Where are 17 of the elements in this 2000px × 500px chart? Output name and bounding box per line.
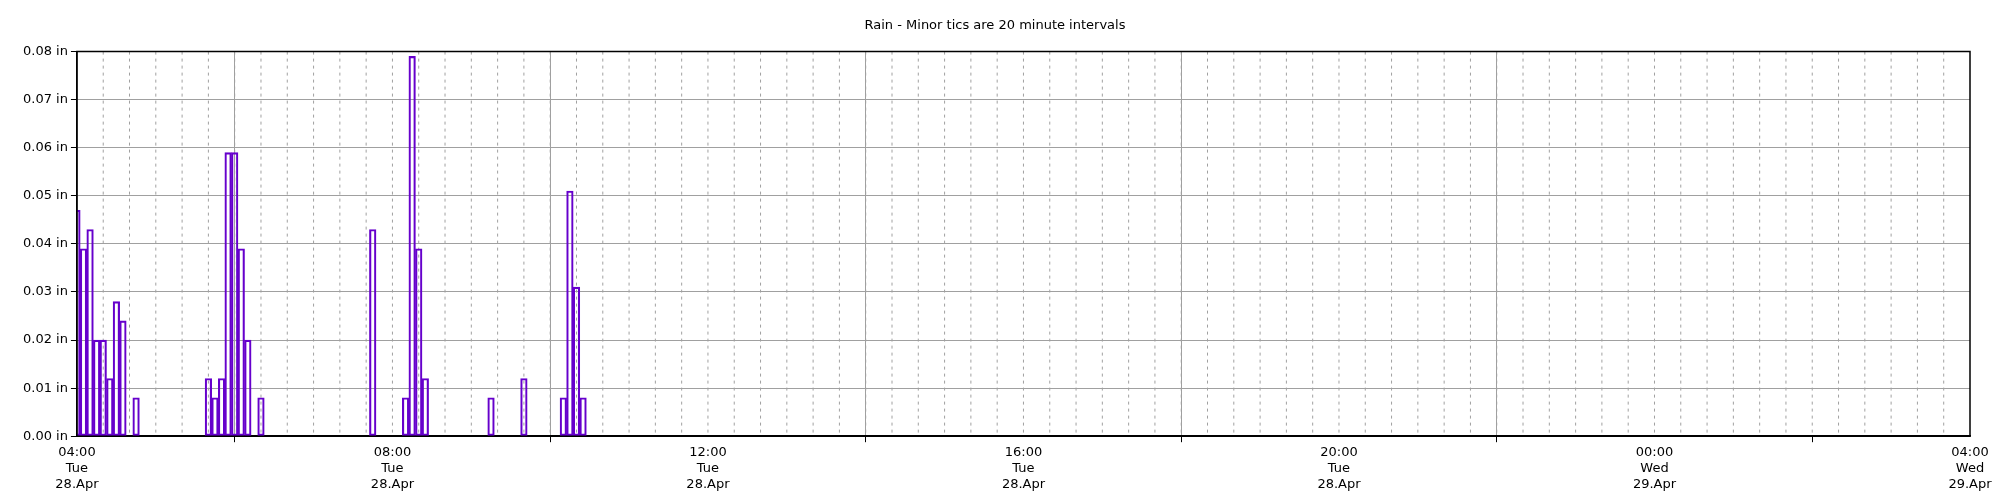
y-tick-label: 0.02 in bbox=[22, 331, 68, 347]
y-tick-label: 0.01 in bbox=[22, 379, 68, 395]
y-tick-label: 0.05 in bbox=[22, 187, 68, 203]
x-tick-label: 00:00 Wed 29.Apr bbox=[1632, 444, 1677, 491]
y-tick-label: 0.03 in bbox=[22, 283, 68, 299]
x-tick-label: 12:00 Tue 28.Apr bbox=[686, 444, 731, 491]
y-tick-label: 0.08 in bbox=[22, 42, 68, 58]
y-tick-label: 0.04 in bbox=[22, 235, 68, 251]
x-tick-label: 08:00 Tue 28.Apr bbox=[370, 444, 415, 491]
y-tick-label: 0.06 in bbox=[22, 139, 68, 155]
x-tick-label: 16:00 Tue 28.Apr bbox=[1001, 444, 1046, 491]
y-tick-label: 0.07 in bbox=[22, 91, 68, 107]
x-tick-label: 04:00 Wed 29.Apr bbox=[1948, 444, 1993, 491]
chart-title: Rain - Minor tics are 20 minute intervals bbox=[864, 17, 1126, 33]
x-tick-label: 04:00 Tue 28.Apr bbox=[55, 444, 100, 491]
y-tick-label: 0.00 in bbox=[22, 427, 68, 443]
x-tick-label: 20:00 Tue 28.Apr bbox=[1317, 444, 1362, 491]
